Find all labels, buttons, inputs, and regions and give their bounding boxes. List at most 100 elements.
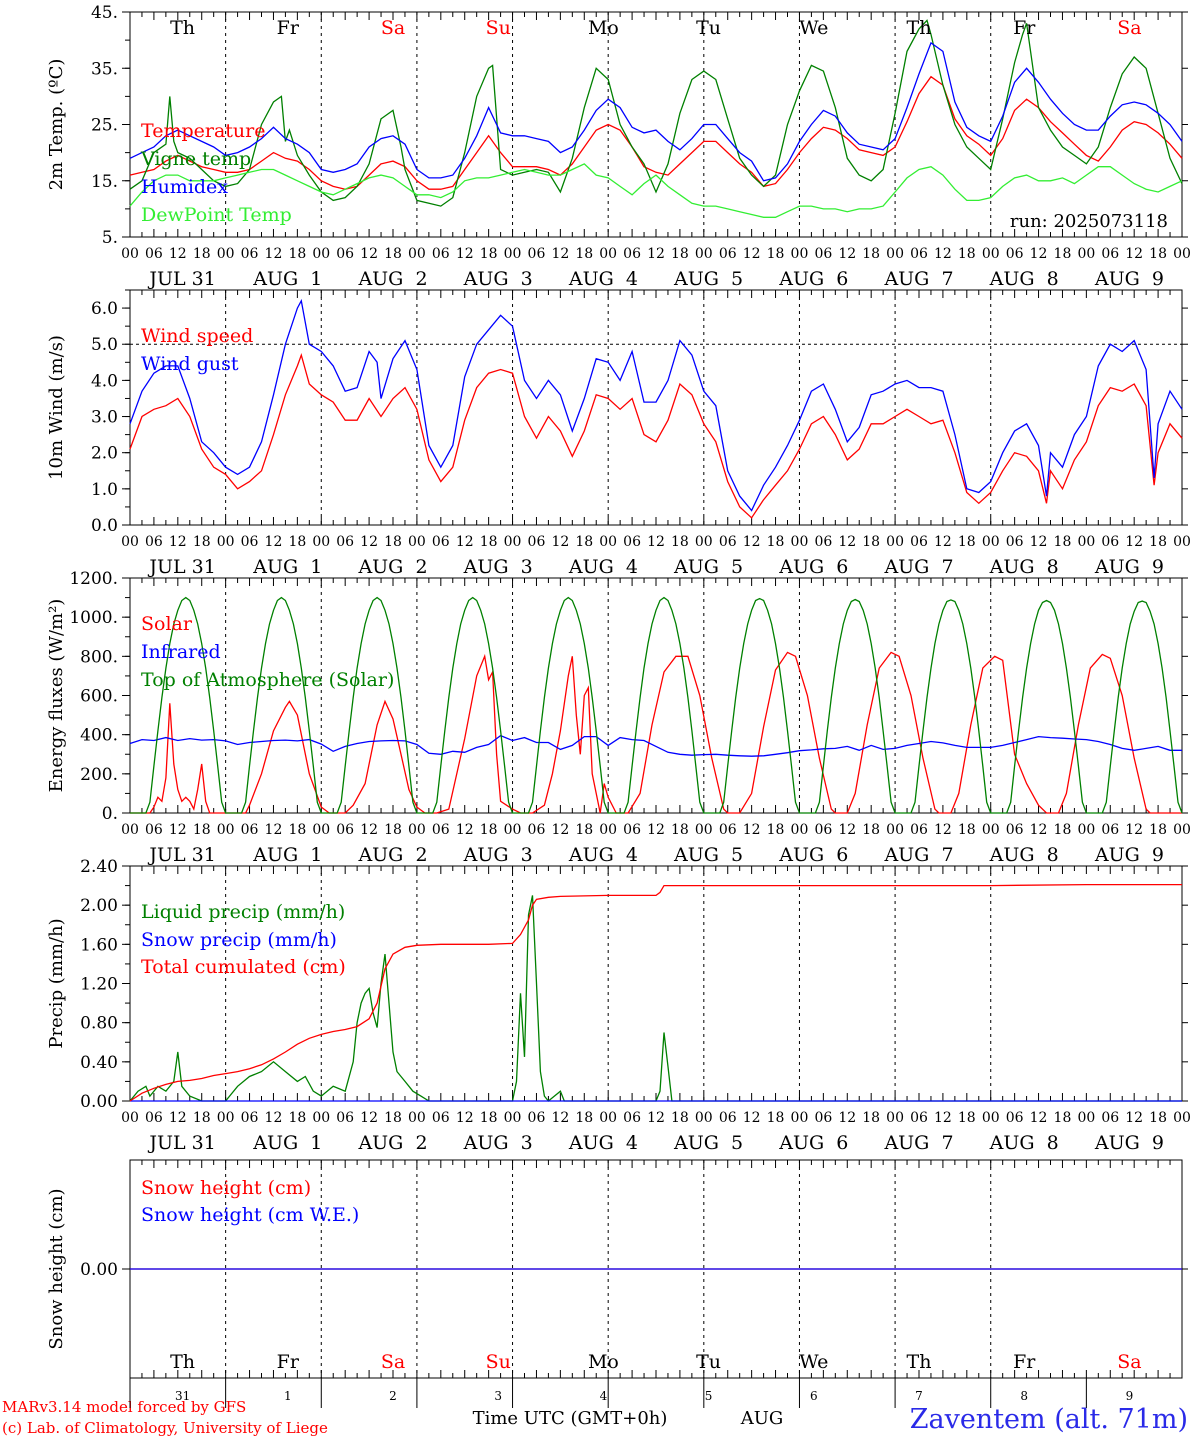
- hour-tick-label: 18: [767, 822, 785, 838]
- day-number-label: 6: [810, 1389, 818, 1403]
- hour-tick-label: 18: [575, 1110, 593, 1126]
- hour-tick-label: 06: [1101, 1110, 1119, 1126]
- weekday-label: Th: [907, 1351, 932, 1373]
- hour-tick-label: 18: [480, 246, 498, 262]
- hour-tick-label: 18: [1149, 246, 1167, 262]
- hour-tick-label: 00: [1173, 1110, 1191, 1126]
- y-tick-label: 800.: [80, 647, 118, 667]
- series-line-wind-gust: [129, 298, 1183, 512]
- hour-tick-label: 18: [958, 1110, 976, 1126]
- hour-tick-label: 06: [814, 1110, 832, 1126]
- hour-tick-label: 06: [432, 534, 450, 550]
- date-label: AUG 8: [989, 268, 1059, 290]
- date-label: AUG 9: [1094, 1132, 1164, 1154]
- hour-tick-label: 12: [360, 246, 378, 262]
- date-label: AUG 6: [778, 844, 848, 866]
- date-label: AUG 2: [357, 268, 427, 290]
- date-label: JUL 31: [147, 844, 215, 866]
- hour-tick-label: 06: [241, 1110, 259, 1126]
- date-label: AUG 8: [989, 1132, 1059, 1154]
- hour-tick-label: 12: [169, 534, 187, 550]
- hour-tick-label: 06: [623, 534, 641, 550]
- hour-tick-label: 12: [169, 822, 187, 838]
- hour-tick-label: 12: [743, 534, 761, 550]
- hour-tick-label: 06: [528, 1110, 546, 1126]
- hour-tick-label: 00: [1173, 822, 1191, 838]
- hour-tick-label: 06: [1006, 1110, 1024, 1126]
- hour-tick-label: 12: [934, 534, 952, 550]
- weekday-label: Tu: [696, 17, 721, 39]
- date-label: AUG 2: [357, 844, 427, 866]
- panel-4: 2.40 2.00 1.60 1.20 0.80 0.40 0.00 Precip (mm/h…: [46, 857, 1191, 1154]
- hour-tick-label: 12: [1125, 534, 1143, 550]
- hour-tick-label: 00: [982, 246, 1000, 262]
- y-tick-label: 0.80: [80, 1014, 118, 1034]
- hour-tick-label: 06: [814, 534, 832, 550]
- weekday-label: Su: [486, 1351, 511, 1373]
- hour-tick-label: 00: [408, 822, 426, 838]
- day-number-label: 9: [1126, 1389, 1134, 1403]
- date-label: AUG 3: [463, 1132, 533, 1154]
- y-axis-title: Precip (mm/h): [46, 918, 67, 1048]
- hour-tick-label: 18: [1149, 534, 1167, 550]
- panel-1: 45. 35. 25. 15. 5. 2m Temp. (ºC) Temperature Vi…: [46, 3, 1191, 290]
- hour-tick-label: 00: [982, 534, 1000, 550]
- y-tick-label: 1200.: [69, 569, 118, 589]
- hour-tick-label: 18: [767, 534, 785, 550]
- hour-tick-label: 18: [480, 1110, 498, 1126]
- hour-tick-label: 00: [504, 534, 522, 550]
- station-label: Zaventem (alt. 71m): [910, 1404, 1188, 1435]
- hour-tick-label: 18: [575, 246, 593, 262]
- hour-tick-label: 18: [1149, 822, 1167, 838]
- y-tick-label: 3.0: [91, 408, 118, 428]
- hour-tick-label: 12: [456, 246, 474, 262]
- weekday-label: Su: [486, 17, 511, 39]
- y-tick-label: 45.: [91, 3, 118, 23]
- date-label: AUG 5: [673, 556, 743, 578]
- date-label: AUG 4: [568, 268, 638, 290]
- day-number-label: 5: [705, 1389, 713, 1403]
- date-label: AUG 7: [883, 1132, 953, 1154]
- legend-entry: Temperature: [141, 120, 265, 142]
- hour-tick-label: 00: [791, 822, 809, 838]
- credit-line-2: (c) Lab. of Climatology, University of L…: [2, 1419, 328, 1437]
- legend-entry: Solar: [141, 613, 193, 635]
- hour-tick-label: 18: [193, 534, 211, 550]
- hour-tick-label: 12: [838, 534, 856, 550]
- hour-tick-label: 00: [695, 246, 713, 262]
- date-label: AUG 4: [568, 1132, 638, 1154]
- hour-tick-label: 00: [121, 534, 139, 550]
- hour-tick-label: 12: [838, 246, 856, 262]
- weekday-label: Th: [170, 17, 195, 39]
- y-axis-title: Energy fluxes (W/m²): [46, 599, 67, 793]
- legend-entry: Wind gust: [141, 353, 239, 375]
- hour-tick-label: 12: [1030, 822, 1048, 838]
- y-axis-title: Snow height (cm): [46, 1188, 67, 1349]
- date-label: AUG 9: [1094, 268, 1164, 290]
- series-line-temperature: [129, 75, 1183, 190]
- hour-tick-label: 18: [575, 534, 593, 550]
- hour-tick-label: 12: [551, 1110, 569, 1126]
- hour-tick-label: 18: [671, 534, 689, 550]
- hour-tick-label: 06: [1101, 822, 1119, 838]
- y-tick-label: 2.0: [91, 444, 118, 464]
- hour-tick-label: 00: [886, 246, 904, 262]
- hour-tick-label: 12: [743, 822, 761, 838]
- legend-entry: Total cumulated (cm): [141, 956, 346, 978]
- legend-entry: DewPoint Temp: [141, 204, 292, 226]
- series-line-top-of-atmosphere-solar-: [130, 596, 1183, 814]
- weekday-label: Sa: [1117, 1351, 1141, 1373]
- hour-tick-label: 12: [551, 246, 569, 262]
- series-line-dewpoint-temp: [129, 163, 1183, 218]
- date-label: AUG 6: [778, 1132, 848, 1154]
- date-label: JUL 31: [147, 268, 215, 290]
- hour-tick-label: 00: [599, 534, 617, 550]
- hour-tick-label: 00: [886, 822, 904, 838]
- hour-tick-label: 00: [312, 246, 330, 262]
- hour-tick-label: 00: [1173, 246, 1191, 262]
- hour-tick-label: 00: [504, 822, 522, 838]
- hour-tick-label: 00: [982, 822, 1000, 838]
- hour-tick-label: 12: [169, 1110, 187, 1126]
- hour-tick-label: 18: [193, 1110, 211, 1126]
